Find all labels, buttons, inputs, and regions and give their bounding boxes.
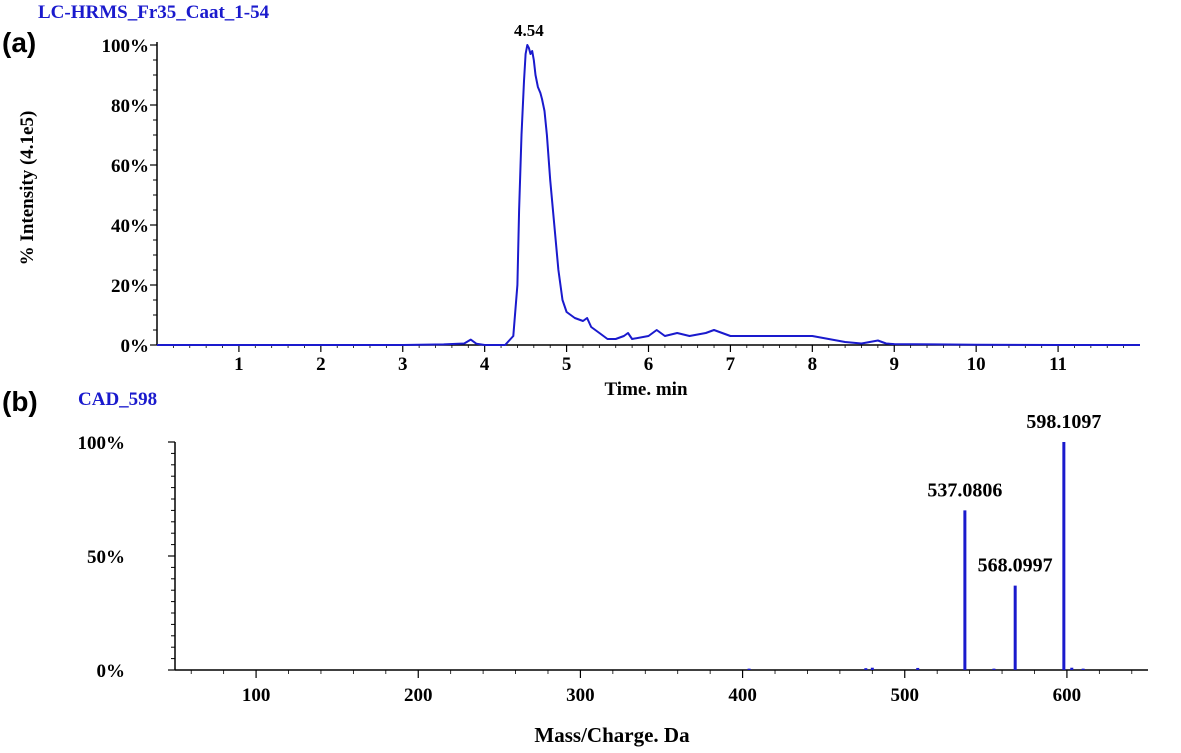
panel-b-label: (b) [2, 386, 38, 417]
chromatogram-title: LC-HRMS_Fr35_Caat_1-54 [38, 2, 270, 23]
chromatogram-trace [157, 44, 1140, 346]
spectrum-x-tick-label: 500 [891, 685, 920, 706]
chromatogram-x-tick-label: 10 [967, 354, 986, 375]
chromatogram-x-tick-label: 1 [234, 354, 244, 375]
spectrum-peak-label: 537.0806 [927, 479, 1002, 501]
spectrum-x-tick-label: 400 [728, 685, 757, 706]
chromatogram-x-tick-label: 7 [726, 354, 736, 375]
chromatogram-y-tick-label: 0% [121, 336, 150, 357]
ms-spectrum-plot: 0% 50% 100% 100 200 300 400 500 600 537.0806 568.0… [78, 411, 1148, 706]
chromatogram-x-tick-label: 8 [808, 354, 818, 375]
chromatogram-y-axis-title: % Intensity (4.1e5) [17, 111, 38, 266]
panel-a-label: (a) [2, 27, 36, 58]
spectrum-x-tick-label: 200 [404, 685, 433, 706]
spectrum-y-tick-label: 100% [78, 433, 126, 454]
spectrum-x-tick-label: 300 [566, 685, 595, 706]
chromatogram-plot: 0% 20% 40% 60% 80% 100% 1 2 3 4 5 6 7 8 9 10 11 4.54 [102, 21, 1140, 375]
chromatogram-peak-label: 4.54 [514, 21, 544, 40]
chromatogram-x-axis-title: Time. min [604, 379, 687, 400]
spectrum-x-axis-title: Mass/Charge. Da [534, 723, 690, 747]
spectrum-x-tick-label: 600 [1053, 685, 1082, 706]
chromatogram-x-tick-label: 9 [890, 354, 900, 375]
chromatogram-x-tick-label: 5 [562, 354, 572, 375]
chromatogram-x-tick-label: 11 [1049, 354, 1067, 375]
chromatogram-y-tick-label: 80% [111, 96, 149, 117]
chromatogram-y-tick-label: 20% [111, 276, 149, 297]
chromatogram-x-tick-label: 2 [316, 354, 326, 375]
spectrum-y-tick-label: 0% [97, 661, 126, 682]
spectrum-title: CAD_598 [78, 389, 157, 410]
chromatogram-y-tick-label: 60% [111, 156, 149, 177]
spectrum-y-tick-label: 50% [87, 547, 125, 568]
spectrum-peak-label: 598.1097 [1026, 411, 1101, 433]
chromatogram-x-tick-label: 4 [480, 354, 490, 375]
chromatogram-x-tick-label: 6 [644, 354, 654, 375]
chromatogram-x-tick-label: 3 [398, 354, 408, 375]
spectrum-x-tick-label: 100 [242, 685, 271, 706]
spectrum-peak-label: 568.0997 [978, 555, 1053, 577]
chromatogram-y-tick-label: 40% [111, 216, 149, 237]
chromatogram-y-tick-label: 100% [102, 36, 150, 57]
